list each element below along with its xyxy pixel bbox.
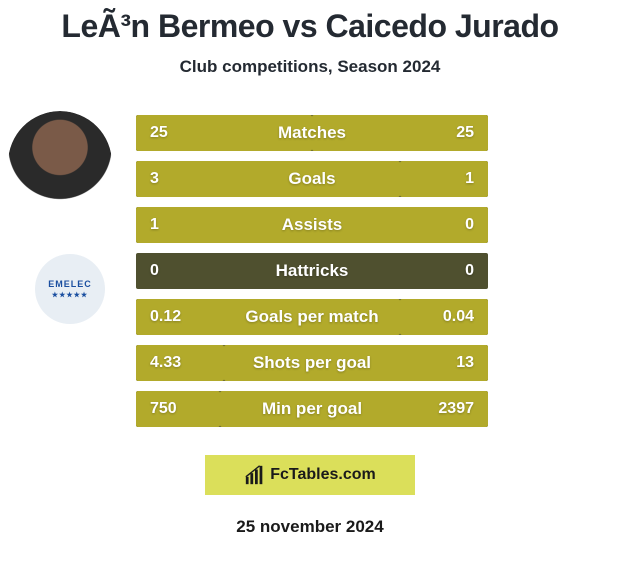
fctables-logo: FcTables.com (205, 455, 415, 495)
stat-label: Min per goal (136, 391, 488, 427)
stat-value-left: 750 (150, 391, 177, 427)
stat-label: Goals (136, 161, 488, 197)
stat-value-right: 0 (465, 253, 474, 289)
stat-value-left: 3 (150, 161, 159, 197)
stat-value-right: 2397 (438, 391, 474, 427)
club-badge-text: EMELEC (48, 279, 92, 289)
comparison-card: LeÃ³n Bermeo vs Caicedo Jurado Club comp… (0, 0, 620, 580)
stat-row: Assists1 0 (136, 207, 488, 243)
stat-value-left: 25 (150, 115, 168, 151)
stat-rows: Matches2525Goals31Assists10Hattricks00Go… (136, 115, 488, 427)
stat-value-right: 0 (465, 207, 474, 243)
stat-row: Shots per goal4.33 13 (136, 345, 488, 381)
left-club-badge: EMELEC ★★★★★ (18, 237, 122, 341)
stat-label: Goals per match (136, 299, 488, 335)
stat-value-left: 0.12 (150, 299, 181, 335)
page-subtitle: Club competitions, Season 2024 (0, 57, 620, 77)
stats-area: EMELEC ★★★★★ Matches2525Goals31Assists10… (0, 115, 620, 427)
stat-value-right: 0.04 (443, 299, 474, 335)
right-club-pill (508, 175, 610, 205)
stat-row: Min per goal750 2397 (136, 391, 488, 427)
stat-value-left: 0 (150, 253, 159, 289)
left-player-avatar (8, 111, 112, 215)
stat-value-right: 1 (465, 161, 474, 197)
stat-value-left: 4.33 (150, 345, 181, 381)
stat-row: Goals3 1 (136, 161, 488, 197)
club-badge-inner: EMELEC ★★★★★ (35, 254, 105, 324)
stat-value-left: 1 (150, 207, 159, 243)
fctables-logo-text: FcTables.com (270, 466, 376, 484)
stat-value-right: 13 (456, 345, 474, 381)
stat-label: Assists (136, 207, 488, 243)
right-player-pill (508, 121, 610, 151)
stat-label: Shots per goal (136, 345, 488, 381)
stat-label: Matches (136, 115, 488, 151)
page-title: LeÃ³n Bermeo vs Caicedo Jurado (0, 0, 620, 45)
stat-row: Hattricks0 0 (136, 253, 488, 289)
chart-icon (244, 464, 266, 486)
date-text: 25 november 2024 (0, 517, 620, 537)
stat-label: Hattricks (136, 253, 488, 289)
avatar-placeholder (8, 111, 112, 215)
stat-row: Goals per match0.12 0.04 (136, 299, 488, 335)
club-badge-stars: ★★★★★ (52, 291, 88, 299)
stat-value-right: 25 (456, 115, 474, 151)
stat-row: Matches25 25 (136, 115, 488, 151)
